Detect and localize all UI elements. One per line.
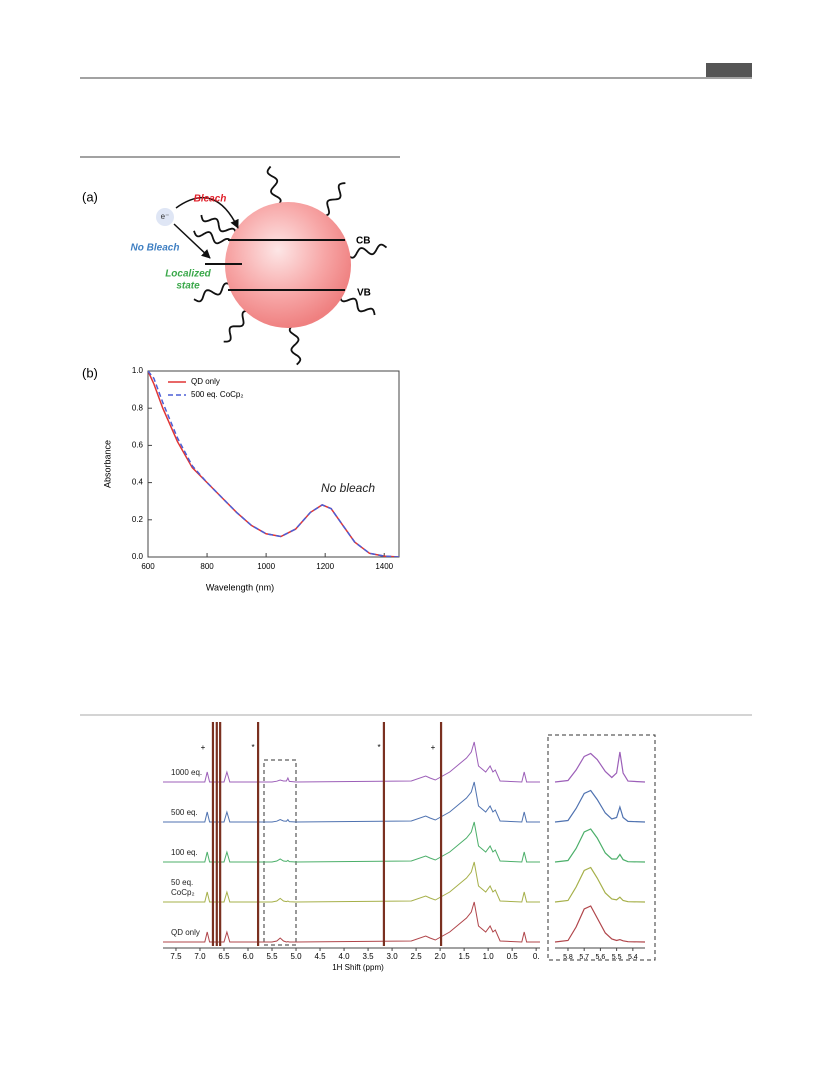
y-tick-label: 0.6 xyxy=(132,441,144,450)
header-box xyxy=(706,63,752,77)
ligand xyxy=(288,324,302,366)
y-tick-label: 0.2 xyxy=(132,515,144,524)
series-line xyxy=(148,371,399,557)
x-tick-label: 1.0 xyxy=(483,952,495,961)
y-tick-label: 1.0 xyxy=(132,366,144,375)
spectrum xyxy=(163,901,540,943)
electron-label: e⁻ xyxy=(161,212,170,221)
x-tick-label: 6.0 xyxy=(242,952,254,961)
inset-spectrum xyxy=(554,751,646,783)
series-label: 1000 eq. xyxy=(171,768,203,777)
peak-marker: * xyxy=(251,743,254,752)
inset-spectrum xyxy=(554,789,646,823)
peak-marker: + xyxy=(201,743,206,752)
x-tick-label: 5.7 xyxy=(579,954,589,961)
x-tick-label: 2.0 xyxy=(435,952,447,961)
spectrum xyxy=(163,821,540,863)
x-tick-label: 1000 xyxy=(257,562,275,571)
peak-marker: * xyxy=(377,743,380,752)
inset-spectrum xyxy=(554,866,646,903)
series-line xyxy=(148,371,399,557)
annotation: No bleach xyxy=(321,481,375,495)
x-tick-label: 5.5 xyxy=(612,954,622,961)
x-tick-label: 2.5 xyxy=(411,952,423,961)
x-tick-label: 6.5 xyxy=(218,952,230,961)
y-tick-label: 0.0 xyxy=(132,552,144,561)
x-tick-label: 7.0 xyxy=(194,952,206,961)
x-tick-label: 5.6 xyxy=(596,954,606,961)
x-tick-label: 1200 xyxy=(316,562,334,571)
x-tick-label: 5.5 xyxy=(266,952,278,961)
legend-label: 500 eq. CoCp₂ xyxy=(191,390,243,399)
plot-frame xyxy=(147,370,400,558)
inset-spectrum xyxy=(554,905,646,943)
electron xyxy=(156,208,174,226)
x-tick-label: 5.0 xyxy=(290,952,302,961)
series-label: QD only xyxy=(171,928,200,937)
panel-a: (a) e⁻ Bleach No Bleach Localized state … xyxy=(82,165,388,366)
panel-label: (a) xyxy=(82,189,98,204)
highlight-box xyxy=(263,759,297,946)
bleach-arrow xyxy=(175,197,239,229)
x-tick-label: 600 xyxy=(141,562,155,571)
ligand xyxy=(223,309,250,343)
ligand xyxy=(193,230,233,245)
state-label: state xyxy=(176,281,200,292)
no-bleach-arrow xyxy=(173,223,211,259)
ligand xyxy=(266,165,282,207)
y-axis-label: Absorbance xyxy=(102,440,112,488)
series-label: 500 eq. xyxy=(171,808,198,817)
y-tick-label: 0.8 xyxy=(132,403,144,412)
x-tick-label: 4.5 xyxy=(314,952,326,961)
x-tick-label: 3.0 xyxy=(387,952,399,961)
inset-spectrum xyxy=(554,828,646,863)
panel-label: (b) xyxy=(82,365,98,380)
spectrum xyxy=(163,741,540,783)
series-label: 100 eq. xyxy=(171,848,198,857)
spectrum xyxy=(163,781,540,823)
cb-label: CB xyxy=(356,236,370,247)
x-tick-label: 5.4 xyxy=(628,954,638,961)
y-tick-label: 0.4 xyxy=(132,478,144,487)
no-bleach-label: No Bleach xyxy=(131,243,180,254)
ligand xyxy=(339,294,376,316)
inset-box xyxy=(547,734,656,961)
localized-label: Localized xyxy=(165,269,211,280)
x-tick-label: 7.5 xyxy=(170,952,182,961)
x-tick-label: 1.5 xyxy=(459,952,471,961)
ligand xyxy=(346,243,388,259)
x-tick-label: 1400 xyxy=(375,562,393,571)
x-axis-label: 1H Shift (ppm) xyxy=(332,963,384,972)
x-tick-label: 4.0 xyxy=(338,952,350,961)
spectrum xyxy=(163,861,540,903)
x-tick-label: 5.8 xyxy=(563,954,573,961)
x-tick-label: 3.5 xyxy=(363,952,375,961)
quantum-dot xyxy=(225,202,351,328)
peak-marker: + xyxy=(431,743,436,752)
legend-label: QD only xyxy=(191,377,220,386)
ligand xyxy=(322,182,346,217)
vb-label: VB xyxy=(357,288,371,299)
ligand xyxy=(193,282,233,303)
x-tick-label: 800 xyxy=(200,562,214,571)
x-tick-label: 0.5 xyxy=(507,952,519,961)
x-axis-label: Wavelength (nm) xyxy=(206,582,274,592)
bleach-label: Bleach xyxy=(194,194,227,205)
series-label: 50 eq. CoCp₂ xyxy=(171,878,195,897)
x-tick-label: 0. xyxy=(533,952,540,961)
